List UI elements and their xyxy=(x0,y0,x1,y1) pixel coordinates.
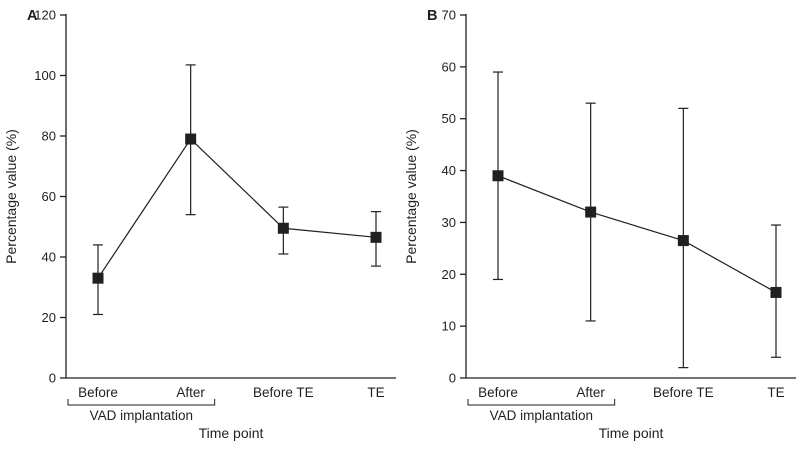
panel-letter: A xyxy=(27,8,38,24)
data-point-marker xyxy=(370,231,382,243)
data-point-marker xyxy=(770,286,782,298)
data-point-marker xyxy=(185,133,197,145)
y-tick-label: 80 xyxy=(42,129,56,144)
x-axis-label: Time point xyxy=(599,425,664,441)
panel-b: 0 10 20 30 40 50 60 70 Before After Before TE TE VAD… xyxy=(400,0,800,456)
data-point-marker xyxy=(92,272,104,284)
data-line xyxy=(497,175,777,293)
panel-letter: B xyxy=(427,8,437,24)
x-tick-label: Before xyxy=(478,385,518,400)
data-point-marker xyxy=(677,235,689,247)
x-tick-label: After xyxy=(576,385,605,400)
data-point-marker xyxy=(585,206,597,218)
y-tick-label: 60 xyxy=(42,189,56,204)
y-tick-label: 20 xyxy=(442,267,456,282)
bracket-label: VAD implantation xyxy=(90,408,193,423)
y-axis-label: Percentage value (%) xyxy=(3,129,19,264)
y-tick-label: 50 xyxy=(442,111,456,126)
y-tick-label: 30 xyxy=(442,215,456,230)
y-tick-label: 70 xyxy=(442,8,456,23)
x-tick-label: TE xyxy=(367,385,384,400)
y-axis-label: Percentage value (%) xyxy=(403,129,419,264)
y-tick-label: 10 xyxy=(442,319,456,334)
chart-b-svg: 0 10 20 30 40 50 60 70 Before After Before TE TE VAD… xyxy=(403,8,796,441)
data-point-marker xyxy=(492,170,504,182)
data-line xyxy=(97,138,377,279)
x-tick-label: After xyxy=(176,385,205,400)
y-tick-label: 40 xyxy=(42,250,56,265)
data-point-marker xyxy=(277,222,289,234)
y-tick-label: 100 xyxy=(34,68,56,83)
y-tick-label: 0 xyxy=(49,371,56,386)
x-tick-label: Before TE xyxy=(253,385,314,400)
x-tick-label: Before xyxy=(78,385,118,400)
y-tick-label: 40 xyxy=(442,163,456,178)
y-tick-label: 60 xyxy=(442,59,456,74)
chart-a-svg: 0 20 40 60 80 100 120 Before After Before TE TE VAD… xyxy=(3,8,396,441)
panel-a: 0 20 40 60 80 100 120 Before After Before TE TE VAD… xyxy=(0,0,400,456)
bracket-label: VAD implantation xyxy=(490,408,593,423)
y-tick-label: 0 xyxy=(449,371,456,386)
y-tick-label: 120 xyxy=(34,8,56,23)
x-tick-label: TE xyxy=(767,385,784,400)
x-axis-label: Time point xyxy=(199,425,264,441)
vad-bracket xyxy=(67,399,216,406)
vad-bracket xyxy=(467,399,616,406)
y-tick-label: 20 xyxy=(42,310,56,325)
x-tick-label: Before TE xyxy=(653,385,714,400)
